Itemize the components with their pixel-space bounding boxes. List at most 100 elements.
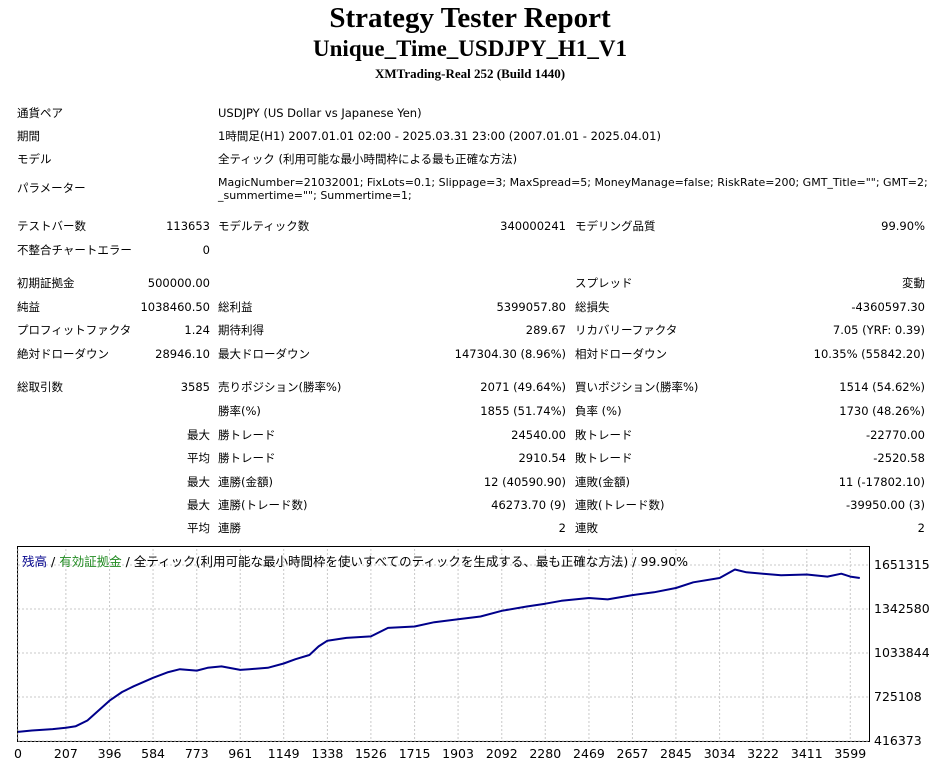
gross-profit-value: 5399057.80 [496,300,566,314]
short-positions-value: 2071 (49.64%) [480,380,566,394]
spread-label: スプレッド [575,276,633,290]
x-tick-label: 3411 [790,746,823,761]
average-prefix: 平均 [187,451,210,465]
period-label: 期間 [17,129,40,143]
avg-consec-wins-label: 連勝 [218,521,241,535]
chart-legend: 残高 / 有効証拠金 / 全ティック(利用可能な最小時間枠を使いすべてのティック… [22,551,688,570]
avg-win-value: 2910.54 [518,451,566,465]
model-value: 全ティック (利用可能な最小時間枠による最も正確な方法) [218,152,518,166]
avg-consec-losses-label: 連敗 [575,521,598,535]
y-tick-label: 1651315 [874,557,930,572]
profit-factor-value: 1.24 [184,323,210,337]
gross-profit-label: 総利益 [218,300,253,314]
x-tick-label: 1715 [398,746,431,761]
deposit-value: 500000.00 [147,276,210,290]
avg-consec-wins-value: 2 [558,521,566,535]
gross-loss-value: -4360597.30 [851,300,925,314]
max-consec-profit-label: 連勝(トレード数) [218,498,308,512]
y-tick-label: 725108 [874,689,922,704]
x-tick-label: 1903 [442,746,474,761]
report-subtitle: Unique_Time_USDJPY_H1_V1 [313,36,627,61]
largest-loss-value: -22770.00 [865,428,925,442]
total-trades-value: 3585 [180,380,210,394]
largest-prefix: 最大 [187,428,210,442]
period-value: 1時間足(H1) 2007.01.01 02:00 - 2025.03.31 2… [218,129,661,143]
max-consec-loss-label: 連敗(トレード数) [575,498,665,512]
y-tick-label: 1033844 [874,645,930,660]
x-tick-label: 396 [97,746,122,761]
max-drawdown-label: 最大ドローダウン [218,347,310,361]
win-rate-value: 1855 (51.74%) [480,404,566,418]
spread-value: 変動 [902,276,925,290]
legend-balance: 残高 [22,554,48,569]
recovery-factor-label: リカバリーファクタ [575,323,678,337]
params-label: パラメーター [17,181,86,195]
legend-equity: 有効証拠金 [59,554,122,569]
ticks-label: モデルティック数 [218,219,310,233]
avg-consec-losses-value: 2 [917,521,925,535]
x-tick-label: 3599 [834,746,867,761]
x-tick-label: 1338 [311,746,344,761]
quality-value: 99.90% [881,219,925,233]
total-trades-label: 総取引数 [17,380,63,394]
symbol-value: USDJPY (US Dollar vs Japanese Yen) [218,106,422,120]
x-tick-label: 1526 [354,746,387,761]
max-consec-prefix: 最大 [187,475,210,489]
max-consec-wins-label: 連勝(金額) [218,475,273,489]
largest-win-label: 勝トレード [218,428,276,442]
legend-model: / 全ティック(利用可能な最小時間枠を使いすべてのティックを生成する、最も正確な… [121,554,689,569]
long-positions-value: 1514 (54.62%) [839,380,925,394]
x-tick-label: 961 [228,746,253,761]
rel-drawdown-value: 10.35% (55842.20) [813,347,925,361]
win-rate-label: 勝率(%) [218,404,261,418]
abs-drawdown-value: 28946.10 [155,347,210,361]
recovery-factor-value: 7.05 (YRF: 0.39) [832,323,925,337]
deposit-label: 初期証拠金 [17,276,75,290]
long-positions-label: 買いポジション(勝率%) [575,380,699,394]
x-tick-label: 2469 [573,746,605,761]
expected-payoff-value: 289.67 [525,323,566,337]
largest-loss-label: 敗トレード [575,428,633,442]
x-tick-label: 2657 [616,746,649,761]
params-line2: _summertime=""; Summertime=1; [218,189,412,202]
balance-line [17,568,860,733]
x-tick-label: 2280 [529,746,562,761]
avg-loss-label: 敗トレード [575,451,633,465]
x-tick-label: 1149 [267,746,300,761]
loss-rate-label: 負率 (%) [575,404,622,418]
x-tick-label: 2845 [660,746,692,761]
max-drawdown-value: 147304.30 (8.96%) [454,347,566,361]
rel-drawdown-label: 相対ドローダウン [575,347,667,361]
mismatch-label: 不整合チャートエラー [17,243,132,257]
avg-win-label: 勝トレード [218,451,276,465]
legend-separator: / [47,554,60,569]
short-positions-label: 売りポジション(勝率%) [218,380,342,394]
max-consec-losses-label: 連敗(金額) [575,475,630,489]
x-tick-label: 2092 [485,746,518,761]
x-tick-label: 3222 [747,746,779,761]
max-consec-profit-value: 46273.70 (9) [491,498,566,512]
loss-rate-value: 1730 (48.26%) [839,404,925,418]
max-consec-prefix-2: 最大 [187,498,210,512]
bars-value: 113653 [166,219,210,233]
net-profit-label: 純益 [17,300,40,314]
model-label: モデル [17,152,52,166]
expected-payoff-label: 期待利得 [218,323,264,337]
x-tick-label: 773 [184,746,209,761]
max-consec-loss-value: -39950.00 (3) [846,498,925,512]
params-line1: MagicNumber=21032001; FixLots=0.1; Slipp… [218,176,928,189]
symbol-label: 通貨ペア [17,106,63,120]
ticks-value: 340000241 [500,219,566,233]
gross-loss-label: 総損失 [575,300,610,314]
avg-consec-prefix: 平均 [187,521,210,535]
abs-drawdown-label: 絶対ドローダウン [17,347,109,361]
x-tick-label: 3034 [703,746,736,761]
quality-label: モデリング品質 [575,219,656,233]
profit-factor-label: プロフィットファクタ [17,323,132,337]
max-consec-losses-value: 11 (-17802.10) [838,475,925,489]
y-tick-label: 416373 [874,733,922,748]
bars-label: テストバー数 [17,219,86,233]
max-consec-wins-value: 12 (40590.90) [483,475,566,489]
mismatch-value: 0 [202,243,210,257]
